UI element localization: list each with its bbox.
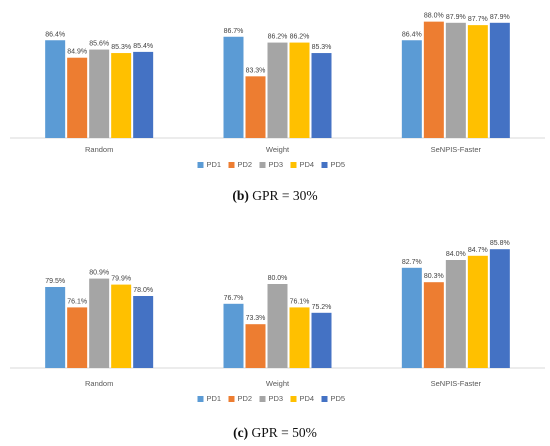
bar-pd3 [267,284,288,368]
bar-pd2 [67,57,88,138]
bar-pd5 [311,312,332,368]
bar-pd4 [467,255,488,368]
bar-pd5 [133,51,154,138]
bar-value-label: 79.9% [111,276,131,283]
bar-value-label: 86.2% [290,34,310,41]
bar-value-label: 87.9% [446,14,466,21]
bar-pd1 [223,303,244,368]
bar-value-label: 86.4% [45,31,65,38]
bar-value-label: 87.7% [468,16,488,23]
bar-pd3 [445,22,466,138]
bar-value-label: 85.8% [490,240,510,247]
bar-pd3 [267,42,288,138]
bar-pd3 [89,49,110,138]
legend-label-pd5: PD5 [331,394,346,403]
bar-value-label: 73.3% [246,315,266,322]
bar-pd2 [423,21,444,138]
bar-pd4 [467,25,488,138]
bar-pd4 [111,284,132,368]
legend-swatch-pd4 [290,396,297,402]
bar-value-label: 88.0% [424,13,444,20]
caption-panel-b: (b) GPR = 30% [0,188,550,204]
bar-value-label: 86.2% [268,34,288,41]
bar-pd1 [223,36,244,138]
bar-value-label: 76.1% [290,298,310,305]
bar-value-label: 84.9% [67,49,87,56]
bar-value-label: 80.9% [89,270,109,277]
bar-pd3 [89,278,110,368]
legend-label-pd1: PD1 [207,394,222,403]
legend-swatch-pd3 [259,162,266,168]
bar-pd4 [289,42,310,138]
bar-pd5 [489,249,510,368]
caption-text: GPR = 50% [251,425,317,440]
bar-value-label: 80.3% [424,273,444,280]
bar-value-label: 79.5% [45,278,65,285]
bar-pd1 [45,287,66,368]
bar-value-label: 85.4% [133,43,153,50]
bar-pd1 [401,267,422,368]
bar-value-label: 86.4% [402,31,422,38]
bar-pd4 [289,307,310,368]
legend-swatch-pd3 [259,396,266,402]
bar-value-label: 82.7% [402,259,422,266]
bar-pd1 [401,40,422,138]
legend-label-pd3: PD3 [269,160,284,169]
bar-value-label: 83.3% [246,67,266,74]
bar-value-label: 85.3% [111,44,131,51]
bar-pd2 [245,324,266,368]
bar-pd5 [311,53,332,138]
bar-pd3 [445,260,466,368]
category-label: SeNPIS-Faster [431,379,482,388]
bar-value-label: 85.6% [89,41,109,48]
bar-pd4 [111,53,132,138]
bar-value-label: 87.9% [490,14,510,21]
caption-text: GPR = 30% [252,188,318,203]
caption-label: (c) [233,425,249,440]
category-label: SeNPIS-Faster [431,145,482,154]
legend-label-pd1: PD1 [207,160,222,169]
bar-pd2 [245,76,266,138]
bar-value-label: 84.7% [468,247,488,254]
legend-swatch-pd1 [197,396,204,402]
caption-label: (b) [232,188,249,203]
legend-label-pd4: PD4 [300,394,315,403]
legend-swatch-pd5 [321,396,328,402]
category-label: Random [85,145,113,154]
bar-pd5 [133,296,154,368]
legend-label-pd2: PD2 [238,160,253,169]
bar-value-label: 85.3% [312,44,332,51]
legend-swatch-pd2 [228,162,235,168]
bar-pd1 [45,40,66,138]
bar-value-label: 86.7% [224,28,244,35]
bar-value-label: 75.2% [312,304,332,311]
legend-label-pd5: PD5 [331,160,346,169]
bar-pd2 [67,307,88,368]
category-label: Weight [266,145,290,154]
category-label: Random [85,379,113,388]
bar-value-label: 76.7% [224,295,244,302]
legend-swatch-pd2 [228,396,235,402]
caption-panel-c: (c) GPR = 50% [0,425,550,441]
bar-value-label: 76.1% [67,298,87,305]
legend-swatch-pd5 [321,162,328,168]
legend-label-pd2: PD2 [238,394,253,403]
legend-swatch-pd1 [197,162,204,168]
bar-value-label: 80.0% [268,275,288,282]
bar-pd5 [489,22,510,138]
category-label: Weight [266,379,290,388]
bar-value-label: 84.0% [446,251,466,258]
bar-value-label: 78.0% [133,287,153,294]
bar-pd2 [423,282,444,368]
legend-label-pd4: PD4 [300,160,315,169]
legend-swatch-pd4 [290,162,297,168]
legend-label-pd3: PD3 [269,394,284,403]
